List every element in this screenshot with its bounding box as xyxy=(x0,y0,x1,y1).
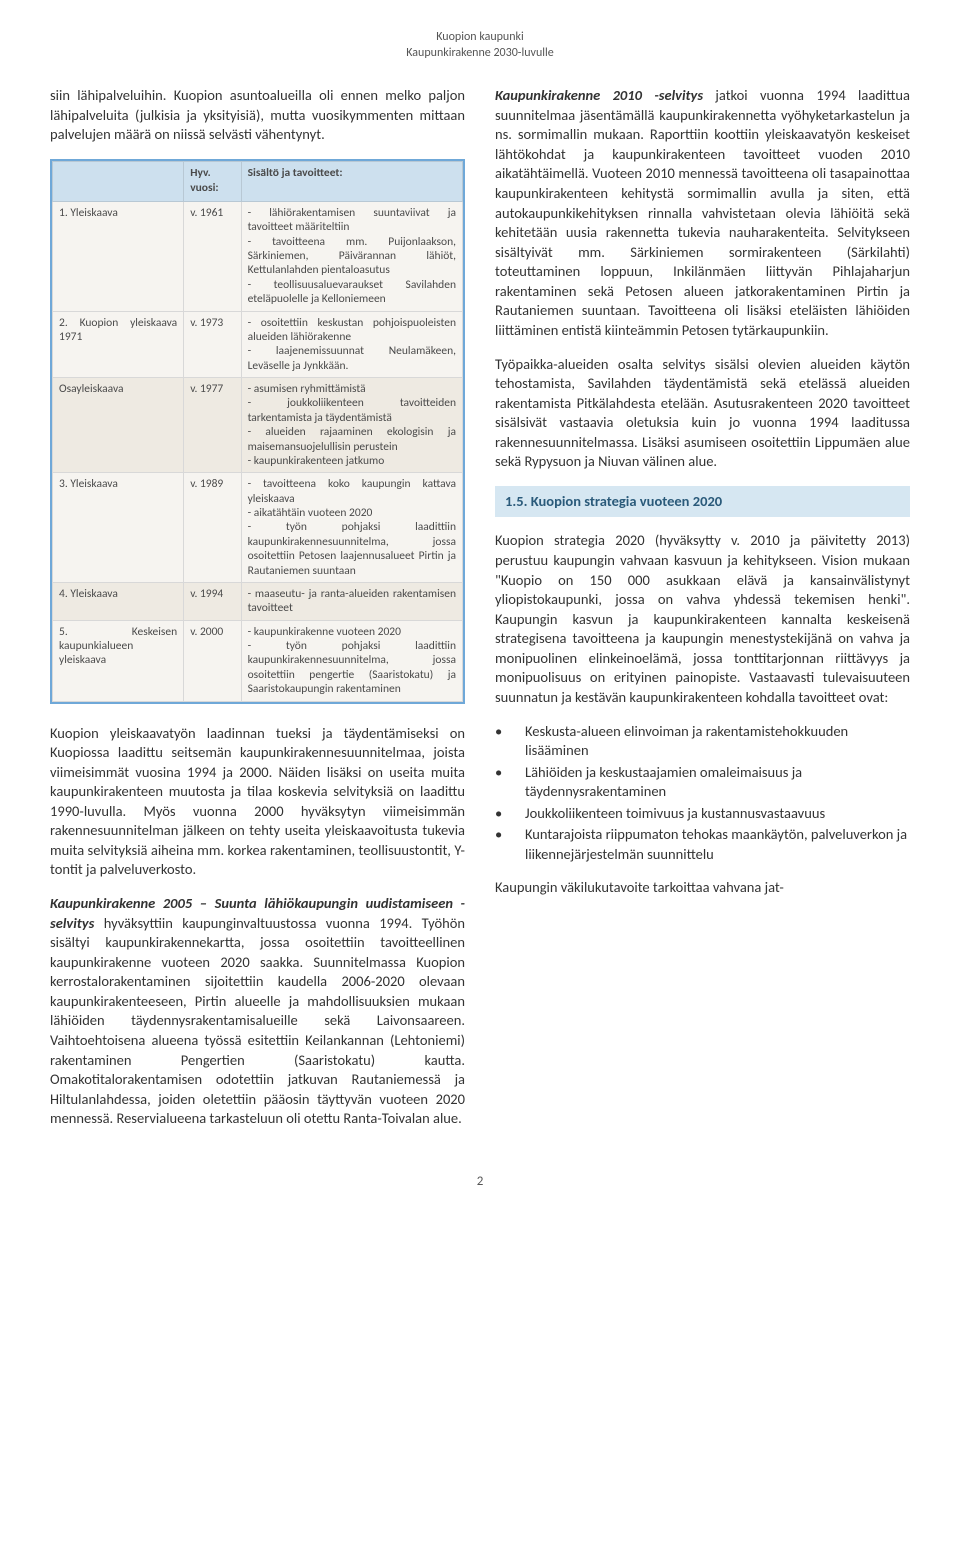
cell-year: v. 1989 xyxy=(184,473,241,583)
cell-content: - tavoitteena koko kaupungin kattava yle… xyxy=(241,473,462,583)
th-content: Sisältö ja tavoitteet: xyxy=(241,161,462,201)
right-para-1-rest: jatkoi vuonna 1994 laadittua suunnitelma… xyxy=(495,86,910,339)
header-line-2: Kaupunkirakenne 2030-luvulle xyxy=(50,46,910,62)
table-row: 4. Yleiskaavav. 1994- maaseutu- ja ranta… xyxy=(53,582,463,620)
section-heading-1-5: 1.5. Kuopion strategia vuoteen 2020 xyxy=(495,486,910,518)
list-item: •Keskusta-alueen elinvoiman ja rakentami… xyxy=(495,722,910,761)
table-row: 1. Yleiskaavav. 1961- lähiörakentamisen … xyxy=(53,201,463,311)
bullet-dot: • xyxy=(495,825,525,864)
bullet-dot: • xyxy=(495,804,525,824)
bullet-text: Lähiöiden ja keskustaajamien omaleimaisu… xyxy=(525,763,910,802)
left-para-3-rest: hyväksyttiin kaupunginvaltuustossa vuonn… xyxy=(50,914,465,1128)
cell-year: v. 2000 xyxy=(184,620,241,701)
cell-name: 5. Keskeisen kaupunkialueen yleiskaava xyxy=(53,620,184,701)
cell-content: - osoitettiin keskustan pohjoispuoleiste… xyxy=(241,311,462,378)
page-number: 2 xyxy=(50,1173,910,1191)
list-item: •Kuntarajoista riippumaton tehokas maank… xyxy=(495,825,910,864)
right-para-3: Kuopion strategia 2020 (hyväksytty v. 20… xyxy=(495,531,910,707)
table-row: 5. Keskeisen kaupunkialueen yleiskaavav.… xyxy=(53,620,463,701)
bullet-text: Joukkoliikenteen toimivuus ja kustannusv… xyxy=(525,804,910,824)
header-line-1: Kuopion kaupunki xyxy=(50,30,910,46)
right-column: Kaupunkirakenne 2010 -selvitys jatkoi vu… xyxy=(495,86,910,1143)
table-row: 2. Kuopion yleiskaava 1971v. 1973- osoit… xyxy=(53,311,463,378)
th-name xyxy=(53,161,184,201)
cell-name: 1. Yleiskaava xyxy=(53,201,184,311)
cell-name: Osayleiskaava xyxy=(53,378,184,473)
right-para-1-bold: Kaupunkirakenne 2010 -selvitys xyxy=(495,86,703,104)
plan-table: Hyv. vuosi: Sisältö ja tavoitteet: 1. Yl… xyxy=(52,161,463,702)
cell-content: - lähiörakentamisen suuntaviivat ja tavo… xyxy=(241,201,462,311)
bullet-dot: • xyxy=(495,763,525,802)
two-column-layout: siin lähipalveluihin. Kuopion asuntoalue… xyxy=(50,86,910,1143)
plan-table-wrapper: Hyv. vuosi: Sisältö ja tavoitteet: 1. Yl… xyxy=(50,159,465,704)
cell-content: - maaseutu- ja ranta-alueiden rakentamis… xyxy=(241,582,462,620)
list-item: •Lähiöiden ja keskustaajamien omaleimais… xyxy=(495,763,910,802)
bullet-text: Kuntarajoista riippumaton tehokas maankä… xyxy=(525,825,910,864)
left-intro-paragraph: siin lähipalveluihin. Kuopion asuntoalue… xyxy=(50,86,465,145)
table-row: 3. Yleiskaavav. 1989- tavoitteena koko k… xyxy=(53,473,463,583)
table-row: Osayleiskaavav. 1977- asumisen ryhmittäm… xyxy=(53,378,463,473)
left-para-3: Kaupunkirakenne 2005 – Suunta lähiökaupu… xyxy=(50,894,465,1129)
left-column: siin lähipalveluihin. Kuopion asuntoalue… xyxy=(50,86,465,1143)
cell-year: v. 1973 xyxy=(184,311,241,378)
cell-name: 3. Yleiskaava xyxy=(53,473,184,583)
cell-content: - asumisen ryhmittämistä - joukkoliikent… xyxy=(241,378,462,473)
bullet-text: Keskusta-alueen elinvoiman ja rakentamis… xyxy=(525,722,910,761)
cell-year: v. 1977 xyxy=(184,378,241,473)
list-item: •Joukkoliikenteen toimivuus ja kustannus… xyxy=(495,804,910,824)
th-year: Hyv. vuosi: xyxy=(184,161,241,201)
cell-year: v. 1994 xyxy=(184,582,241,620)
cell-name: 4. Yleiskaava xyxy=(53,582,184,620)
left-para-2: Kuopion yleiskaavatyön laadinnan tueksi … xyxy=(50,724,465,881)
right-para-4: Kaupungin väkilukutavoite tarkoittaa vah… xyxy=(495,878,910,898)
right-para-2: Työpaikka-alueiden osalta selvitys sisäl… xyxy=(495,355,910,472)
cell-content: - kaupunkirakenne vuoteen 2020 - työn po… xyxy=(241,620,462,701)
bullet-list: •Keskusta-alueen elinvoiman ja rakentami… xyxy=(495,722,910,865)
cell-year: v. 1961 xyxy=(184,201,241,311)
document-header: Kuopion kaupunki Kaupunkirakenne 2030-lu… xyxy=(50,30,910,61)
bullet-dot: • xyxy=(495,722,525,761)
right-para-1: Kaupunkirakenne 2010 -selvitys jatkoi vu… xyxy=(495,86,910,340)
cell-name: 2. Kuopion yleiskaava 1971 xyxy=(53,311,184,378)
